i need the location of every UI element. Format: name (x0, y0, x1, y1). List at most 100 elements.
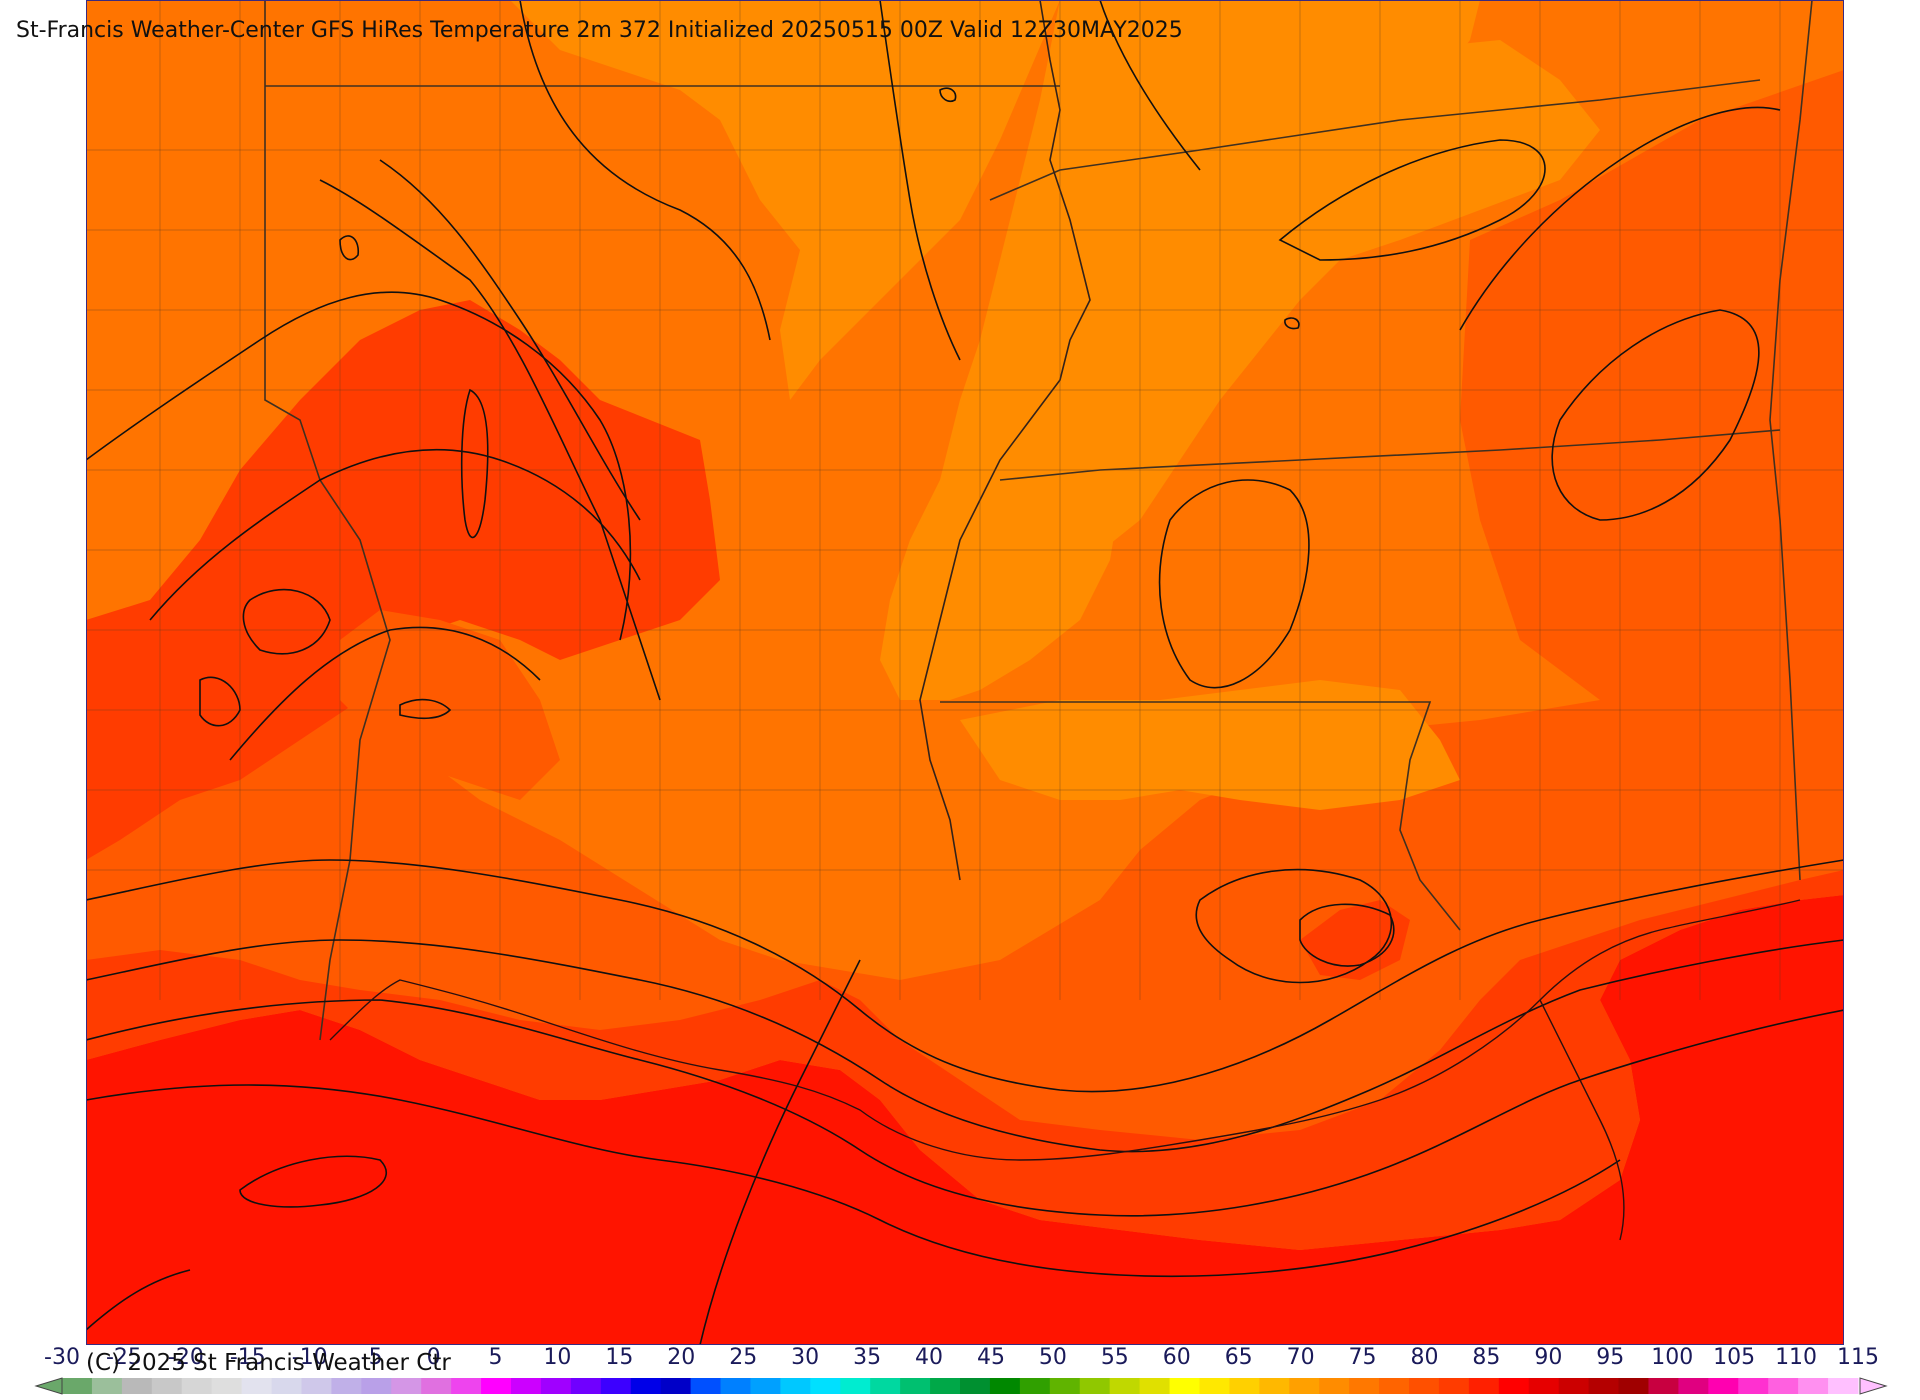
colorbar-left-arrow (34, 1377, 63, 1395)
colorbar-cell (1079, 1378, 1111, 1394)
colorbar-cell (690, 1378, 722, 1394)
colorbar-cell (391, 1378, 422, 1394)
colorbar-cell (1319, 1378, 1350, 1394)
colorbar-tick-label: -15 (229, 1345, 266, 1370)
colorbar-tick-label: 115 (1837, 1345, 1879, 1370)
temp-zone-85-90-coast (86, 870, 1844, 1250)
colorbar-tick-label: -20 (167, 1345, 204, 1370)
colorbar-cell (1738, 1378, 1769, 1394)
colorbar-tick-label: -10 (291, 1345, 328, 1370)
colorbar-cell (1349, 1378, 1380, 1394)
county-grid (86, 0, 1844, 1000)
colorbar-tick-label: 55 (1100, 1345, 1129, 1370)
colorbar-cell (1618, 1378, 1649, 1394)
colorbar-cell (1498, 1378, 1530, 1394)
colorbar-tick-label: 30 (791, 1345, 820, 1370)
colorbar-cell (989, 1378, 1021, 1394)
colorbar-tick-label: 65 (1224, 1345, 1253, 1370)
colorbar-cell (91, 1378, 123, 1394)
colorbar-tick-label: 5 (488, 1345, 503, 1370)
colorbar-cell (1798, 1378, 1829, 1394)
colorbar-cell (151, 1378, 183, 1394)
colorbar-cell (780, 1378, 811, 1394)
colorbar-cell (181, 1378, 213, 1394)
colorbar-cell (600, 1378, 632, 1394)
colorbar-cell (331, 1378, 362, 1394)
colorbar-tick-label: 110 (1775, 1345, 1818, 1370)
colorbar-cell (1169, 1378, 1200, 1394)
colorbar-cell (1768, 1378, 1799, 1394)
colorbar-tick-label: 80 (1410, 1345, 1439, 1370)
colorbar-cell (361, 1378, 392, 1394)
colorbar-cell (421, 1378, 452, 1394)
colorbar-cell (1019, 1378, 1051, 1394)
colorbar-cell (451, 1378, 482, 1394)
temp-zone-85-90-hotspot (1300, 900, 1410, 980)
colorbar-cell (930, 1378, 961, 1394)
colorbar-tick-label: 70 (1286, 1345, 1315, 1370)
colorbar-cell (1678, 1378, 1709, 1394)
colorbar-tick-label: 10 (543, 1345, 572, 1370)
colorbar-cell (1468, 1378, 1500, 1394)
colorbar-cell (840, 1378, 871, 1394)
isotherm-contours (86, 0, 1844, 1345)
colorbar-tick-label: 0 (426, 1345, 441, 1370)
colorbar-cell (481, 1378, 512, 1394)
temp-zone-70-75-north (510, 0, 1060, 400)
colorbar-cell (810, 1378, 841, 1394)
colorbar-tick-label: 20 (667, 1345, 696, 1370)
state-boundaries (264, 0, 1813, 1041)
gulf-coastline (329, 899, 1801, 1241)
colorbar-cell (301, 1378, 332, 1394)
colorbar-tick-label: 15 (605, 1345, 634, 1370)
colorbar-cell (1708, 1378, 1739, 1394)
colorbar-right-arrow (1859, 1377, 1888, 1395)
colorbar-cell (1109, 1378, 1141, 1394)
temp-zone-70-75-southeast (960, 680, 1460, 810)
colorbar-cell (241, 1378, 273, 1394)
colorbar-cell (1289, 1378, 1320, 1394)
colorbar-cell (960, 1378, 991, 1394)
colorbar-cell (1409, 1378, 1440, 1394)
colorbar (34, 1377, 1888, 1395)
colorbar-tick-labels: -30 -25 -20 -15 -10 -5 0 5 10 15 20 25 30 35 40 45 50 55 6… (0, 1345, 1920, 1373)
colorbar-cell (511, 1378, 542, 1394)
colorbar-tick-label: 45 (976, 1345, 1005, 1370)
colorbar-cell (660, 1378, 692, 1394)
colorbar-cell (1558, 1378, 1590, 1394)
colorbar-cell (540, 1378, 572, 1394)
colorbar-tick-label: 40 (915, 1345, 944, 1370)
temp-zone-70-75-east (960, 40, 1600, 640)
colorbar-tick-label: 95 (1596, 1345, 1625, 1370)
colorbar-cell (1229, 1378, 1260, 1394)
colorbar-cell (1259, 1378, 1290, 1394)
temp-zone-80-85-island (340, 610, 560, 800)
colorbar-cell (1828, 1378, 1859, 1394)
colorbar-tick-label: 50 (1038, 1345, 1067, 1370)
colorbar-cell (1139, 1378, 1171, 1394)
colorbar-tick-label: 60 (1162, 1345, 1191, 1370)
colorbar-cell (630, 1378, 662, 1394)
colorbar-tick-label: 75 (1348, 1345, 1377, 1370)
copyright-text: (C) 2025 St Francis Weather Ctr (86, 1350, 451, 1376)
colorbar-cell (1528, 1378, 1560, 1394)
colorbar-tick-label: 105 (1713, 1345, 1756, 1370)
colorbar-cell (570, 1378, 602, 1394)
map-title: St-Francis Weather-Center GFS HiRes Temp… (16, 18, 1183, 43)
colorbar-tick-label: -5 (360, 1345, 383, 1370)
colorbar-tick-label: -25 (105, 1345, 142, 1370)
colorbar-cell (1049, 1378, 1081, 1394)
colorbar-tick-label: 25 (729, 1345, 758, 1370)
temp-zone-90-95-gulf (86, 895, 1844, 1345)
colorbar-cell (1438, 1378, 1470, 1394)
colorbar-cell (271, 1378, 302, 1394)
colorbar-cell (1588, 1378, 1620, 1394)
colorbar-cell (870, 1378, 901, 1394)
colorbar-cell (750, 1378, 781, 1394)
colorbar-cell (211, 1378, 243, 1394)
colorbar-cell (1379, 1378, 1410, 1394)
colorbar-tick-label: 85 (1472, 1345, 1501, 1370)
colorbar-tick-label: -30 (44, 1345, 80, 1370)
colorbar-cell (900, 1378, 931, 1394)
